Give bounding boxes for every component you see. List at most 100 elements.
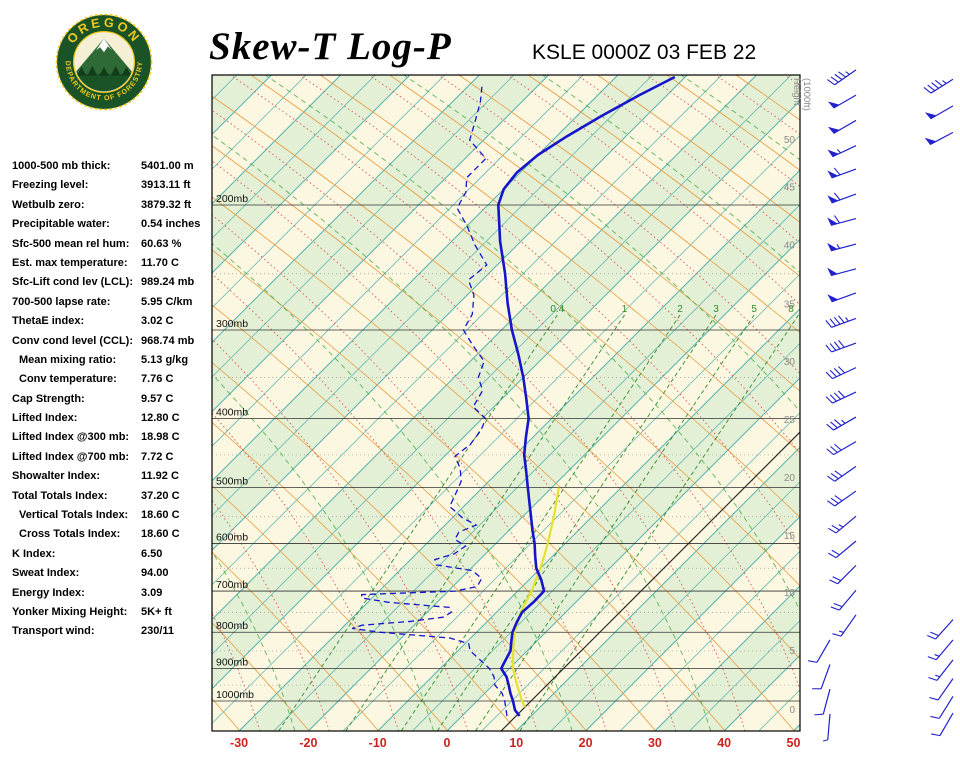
wind-barb xyxy=(825,315,857,328)
stat-value: 5K+ ft xyxy=(141,605,172,618)
stat-row: Cap Strength: 9.57 C xyxy=(12,391,212,410)
stat-row: Lifted Index @700 mb: 7.72 C xyxy=(12,449,212,468)
page-title: Skew-T Log-P xyxy=(209,25,452,68)
stat-label: Lifted Index @300 mb: xyxy=(12,431,130,444)
wind-barb xyxy=(828,540,857,559)
height-axis-group: 0 5 10 15 20 25 30 35 40 45 50 Height (1000ft) xyxy=(784,78,812,716)
stat-value: 18.60 C xyxy=(141,509,180,522)
wind-barb xyxy=(931,712,954,737)
stat-row: Mean mixing ratio: 5.13 g/kg xyxy=(12,352,212,371)
stat-value: 6.50 xyxy=(141,547,163,560)
stat-row: Cross Totals Index: 18.60 C xyxy=(12,526,212,545)
stat-value: 94.00 xyxy=(141,567,169,580)
stat-value: 37.20 C xyxy=(141,489,180,502)
stat-label: Mean mixing ratio: xyxy=(19,353,117,366)
wind-barb xyxy=(825,366,857,380)
pressure-label: 400mb xyxy=(216,407,248,419)
stat-label: Est. max temperature: xyxy=(12,256,128,269)
mixing-ratio-label: 1 xyxy=(622,304,628,315)
stat-row: Est. max temperature: 11.70 C xyxy=(12,255,212,274)
temp-axis-group: -30 -20 -10 0 10 20 30 40 50 xyxy=(230,736,800,750)
mountain-icon xyxy=(74,38,134,76)
stat-row: Transport wind: 230/11 xyxy=(12,623,212,642)
stat-value: 3879.32 ft xyxy=(141,198,192,211)
stat-label: Freezing level: xyxy=(12,179,89,192)
pressure-label: 1000mb xyxy=(216,689,254,701)
wind-barb xyxy=(827,145,857,158)
wind-barb xyxy=(930,696,954,719)
stat-row: Precipitable water: 0.54 inches xyxy=(12,216,212,235)
stat-value: 18.60 C xyxy=(141,528,180,541)
stat-label: 1000-500 mb thick: xyxy=(12,160,111,172)
temp-axis-label: 10 xyxy=(509,736,523,750)
height-axis-label: 30 xyxy=(784,357,796,368)
stat-row: Vertical Totals Index: 18.60 C xyxy=(12,507,212,526)
chart-border xyxy=(211,74,801,732)
height-axis-label: 25 xyxy=(784,415,796,426)
height-axis-title: Height xyxy=(791,78,802,106)
pressure-label: 200mb xyxy=(216,193,248,205)
stat-value: 230/11 xyxy=(141,625,175,638)
temp-axis-label: 0 xyxy=(444,736,451,750)
stat-value: 3913.11 ft xyxy=(141,179,191,192)
pressure-label: 800mb xyxy=(216,620,248,632)
stat-row: 1000-500 mb thick: 5401.00 m xyxy=(12,158,212,177)
pressure-label: 900mb xyxy=(216,657,248,669)
stat-row: Lifted Index: 12.80 C xyxy=(12,410,212,429)
logo-mountain-scene xyxy=(74,32,134,92)
wind-barb xyxy=(812,664,831,690)
stat-value: 0.54 inches xyxy=(141,218,201,231)
stat-label: K Index: xyxy=(12,547,56,560)
temp-axis-label: -30 xyxy=(230,736,248,750)
wind-barb xyxy=(827,465,857,482)
wind-barb xyxy=(822,713,831,742)
wind-barb xyxy=(929,678,954,701)
stat-label: Lifted Index: xyxy=(12,412,78,425)
temp-axis-label: 20 xyxy=(579,736,593,750)
stat-label: Wetbulb zero: xyxy=(12,198,85,211)
wind-barb xyxy=(808,639,831,663)
sounding-id: KSLE 0000Z 03 FEB 22 xyxy=(532,41,757,64)
wind-barb xyxy=(924,131,954,146)
stat-label: Conv cond level (CCL): xyxy=(12,334,134,347)
stat-value: 5.13 g/kg xyxy=(141,353,189,366)
stat-value: 60.63 % xyxy=(141,237,182,250)
stat-value: 18.98 C xyxy=(141,431,180,444)
stat-row: Sfc-Lift cond lev (LCL): 989.24 mb xyxy=(12,274,212,293)
wind-barb xyxy=(827,267,857,277)
stat-value: 989.24 mb xyxy=(141,276,195,289)
wind-barb xyxy=(825,340,857,353)
stat-label: Showalter Index: xyxy=(12,470,101,483)
stat-label: Yonker Mixing Height: xyxy=(12,605,128,618)
stat-row: Lifted Index @300 mb: 18.98 C xyxy=(12,429,212,448)
stat-value: 3.09 xyxy=(141,586,163,599)
stat-label: Cross Totals Index: xyxy=(19,528,121,541)
wet-adiabats-green-group xyxy=(212,75,800,731)
stat-row: Energy Index: 3.09 xyxy=(12,585,212,604)
mixing-ratio-label: 5 xyxy=(751,304,757,315)
snowcap-icon xyxy=(96,38,112,53)
wind-barb xyxy=(827,119,857,134)
pressure-grid-group: 200mb 300mb 400mb 500mb 600mb 700mb 800mb 900mb… xyxy=(212,193,800,702)
stat-value: 5.95 C/km xyxy=(141,295,193,308)
stat-row: Conv cond level (CCL): 968.74 mb xyxy=(12,333,212,352)
wind-barb xyxy=(814,688,831,716)
stat-row: Sfc-500 mean rel hum: 60.63 % xyxy=(12,236,212,255)
wind-barb xyxy=(830,589,857,611)
wind-barb xyxy=(827,192,857,204)
moist-adiabats-group xyxy=(212,75,800,731)
stat-row: Total Totals Index: 37.20 C xyxy=(12,488,212,507)
wind-barb xyxy=(927,639,954,661)
stat-label: Vertical Totals Index: xyxy=(19,509,129,522)
stat-label: Total Totals Index: xyxy=(12,489,108,502)
temp-axis-label: 40 xyxy=(717,736,731,750)
stat-value: 12.80 C xyxy=(141,412,180,425)
mixing-ratio-group: 0.4 1 2 3 5 8 xyxy=(278,304,799,731)
wind-barb xyxy=(827,215,857,226)
height-axis-title: (1000ft) xyxy=(801,78,812,111)
stat-value: 7.76 C xyxy=(141,373,174,386)
wind-barb xyxy=(828,515,857,534)
wind-barb xyxy=(827,69,857,86)
dewpoint-profile-line xyxy=(351,86,508,717)
stat-value: 9.57 C xyxy=(141,392,174,405)
